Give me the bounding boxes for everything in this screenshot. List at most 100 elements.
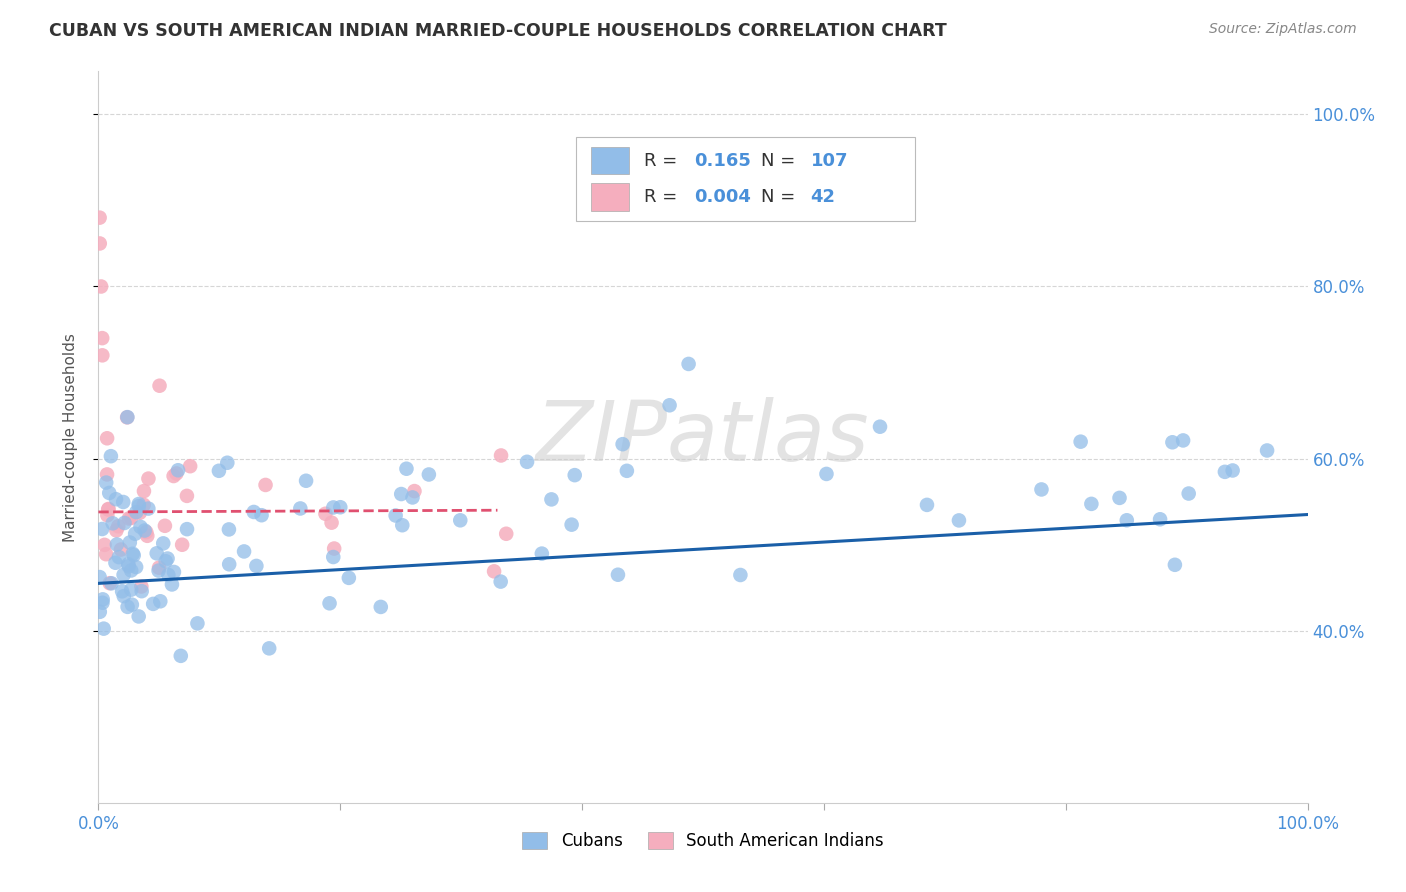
Point (112, 495, 135, 509)
Point (1161, 435, 1184, 450)
Point (120, 564, 142, 578)
Point (132, 498, 155, 512)
Point (217, 456, 239, 470)
Point (1213, 465, 1236, 479)
Point (489, 449, 512, 463)
Point (100, 449, 122, 463)
Point (1080, 497, 1102, 511)
Text: 0.165: 0.165 (695, 152, 751, 169)
Point (118, 559, 141, 574)
Point (607, 567, 630, 582)
Point (98, 486, 121, 500)
Point (131, 584, 153, 599)
Point (101, 516, 124, 531)
Point (124, 526, 146, 541)
Point (89, 236, 111, 251)
Point (186, 616, 208, 631)
FancyBboxPatch shape (576, 137, 915, 221)
Point (1115, 513, 1137, 527)
Point (153, 518, 176, 533)
Point (89, 570, 111, 584)
Point (233, 544, 256, 558)
Point (105, 537, 128, 551)
Point (160, 577, 183, 591)
Point (142, 597, 165, 611)
Point (89, 605, 111, 619)
Point (91, 592, 114, 607)
Point (97, 502, 120, 516)
Point (157, 568, 180, 582)
Point (162, 469, 184, 483)
Point (1070, 434, 1092, 449)
Point (89, 211, 111, 225)
Point (658, 398, 681, 412)
Point (245, 558, 267, 573)
Point (125, 560, 148, 574)
Point (134, 524, 156, 538)
Point (612, 437, 634, 451)
Point (561, 517, 583, 532)
Text: R =: R = (644, 188, 683, 206)
Point (121, 598, 143, 612)
Point (105, 524, 128, 538)
Point (218, 523, 240, 537)
Point (170, 648, 193, 663)
Point (295, 474, 318, 488)
Point (96, 508, 118, 523)
Point (104, 556, 127, 570)
Text: 42: 42 (811, 188, 835, 206)
Point (489, 574, 512, 589)
Point (540, 492, 562, 507)
FancyBboxPatch shape (591, 146, 630, 175)
Text: ZIPatlas: ZIPatlas (536, 397, 870, 477)
Point (120, 582, 142, 597)
Point (90, 279, 112, 293)
Point (91, 331, 114, 345)
Point (418, 467, 440, 482)
Point (318, 596, 340, 610)
Point (322, 500, 344, 515)
Point (110, 542, 132, 557)
Point (122, 548, 145, 562)
Point (167, 463, 190, 477)
Point (112, 567, 135, 582)
Point (401, 491, 423, 505)
Point (290, 501, 312, 516)
Point (389, 487, 412, 501)
Text: N =: N = (761, 188, 801, 206)
Point (163, 565, 186, 579)
Text: 107: 107 (811, 152, 848, 169)
Point (384, 508, 406, 523)
Point (121, 547, 143, 561)
Point (156, 551, 179, 566)
Point (148, 378, 170, 392)
Point (125, 505, 148, 519)
Point (243, 505, 266, 519)
Point (138, 472, 160, 486)
Point (155, 554, 177, 568)
Point (1149, 512, 1171, 526)
Point (404, 484, 426, 499)
Y-axis label: Married-couple Households: Married-couple Households (63, 333, 77, 541)
Point (449, 513, 471, 527)
Point (915, 498, 938, 512)
Point (815, 467, 838, 481)
Point (257, 641, 280, 656)
Point (678, 357, 700, 371)
Point (128, 499, 150, 513)
Point (250, 508, 273, 523)
Point (482, 565, 505, 579)
Point (93, 622, 115, 636)
Point (165, 467, 187, 481)
Point (329, 500, 352, 515)
Point (495, 526, 517, 541)
Point (395, 461, 418, 475)
Point (105, 492, 128, 507)
Point (148, 564, 170, 578)
Point (516, 455, 538, 469)
Point (98, 576, 121, 591)
Point (730, 568, 752, 582)
Point (176, 522, 198, 536)
Point (1256, 443, 1278, 458)
Point (91, 522, 114, 536)
